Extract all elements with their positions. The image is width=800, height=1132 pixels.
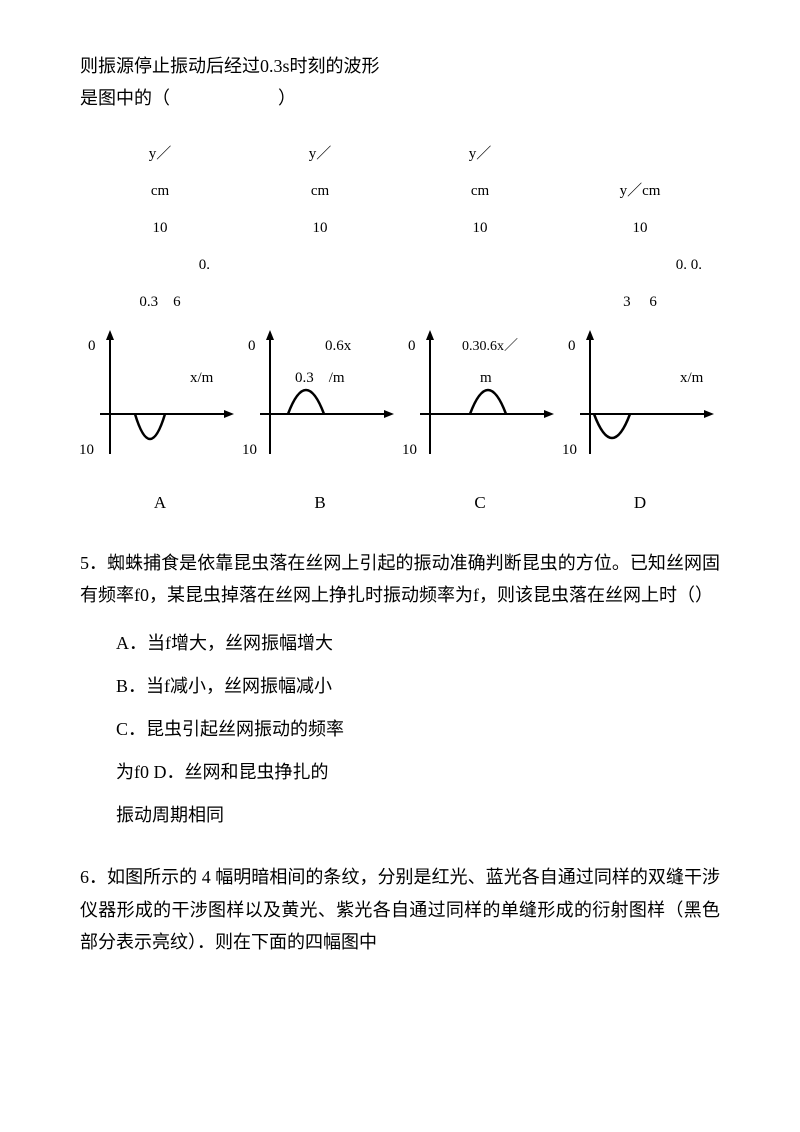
q4-label-row1: y／ y／ y／ [80, 139, 720, 170]
xaxis-label2: 0.3 /m [295, 370, 345, 386]
q4-label-row4: 0. 0. 0. [80, 250, 720, 281]
q5-option-c: C．昆虫引起丝网振动的频率 [116, 708, 720, 751]
origin-label: 0 [408, 338, 416, 354]
graph-letter: C [400, 488, 560, 519]
left-tick: -10 [80, 442, 94, 458]
q5-stem: 5．蜘蛛捕食是依靠昆虫落在丝网上引起的振动准确判断昆虫的方位。已知丝网固有频率f… [80, 547, 720, 612]
q6: 6．如图所示的 4 幅明暗相间的条纹，分别是红光、蓝光各自通过同样的双缝干涉仪器… [80, 861, 720, 958]
left-tick: 10 [402, 442, 417, 458]
lbl: 3 6 [560, 287, 720, 318]
graph-d-svg: 0 x/m 10 [560, 324, 720, 474]
graph-c-svg: 0 0.30.6x／ m 10 [400, 324, 560, 474]
q4-graph-d: 0 x/m 10 D [560, 324, 720, 519]
q4-graph-row: 0 x/m -10 A 0 0.6x 0.3 /m 10 [80, 324, 720, 519]
lbl: cm [80, 176, 240, 207]
x-axis-arrow-icon [544, 410, 554, 418]
lbl [400, 250, 560, 281]
x-axis-arrow-icon [704, 410, 714, 418]
y-axis-arrow-icon [266, 330, 274, 340]
lbl: 10 [240, 213, 400, 244]
wave-curve [470, 390, 506, 414]
graph-letter: B [240, 488, 400, 519]
q5-stem-text: 5．蜘蛛捕食是依靠昆虫落在丝网上引起的振动准确判断昆虫的方位。已知丝网固有频率f… [80, 553, 720, 605]
left-tick: 10 [242, 442, 257, 458]
lbl: 10 [560, 213, 720, 244]
origin-label: 0 [248, 338, 256, 354]
q4-stem-line2: 是图中的（ ） [80, 88, 296, 108]
q5-option-a: A．当f增大，丝网振幅增大 [116, 622, 720, 665]
lbl: 0. 0. [560, 250, 720, 281]
graph-a-svg: 0 x/m -10 [80, 324, 240, 474]
y-axis-arrow-icon [426, 330, 434, 340]
y-axis-arrow-icon [106, 330, 114, 340]
q4-label-row5: 0.3 6 3 6 [80, 287, 720, 318]
q4-stem: 则振源停止振动后经过0.3s时刻的波形 是图中的（ ） [80, 50, 720, 115]
x-axis-arrow-icon [224, 410, 234, 418]
origin-label: 0 [88, 338, 96, 354]
xaxis-label2: m [480, 370, 492, 386]
xaxis-label: x/m [190, 370, 214, 386]
q4-label-row2: cm cm cm y／cm [80, 176, 720, 207]
xaxis-label: 0.6x [325, 338, 352, 354]
graph-letter: A [80, 488, 240, 519]
lbl [400, 287, 560, 318]
wave-curve [288, 390, 324, 414]
xaxis-label: 0.30.6x／ [462, 338, 518, 354]
lbl: 10 [80, 213, 240, 244]
lbl [560, 139, 720, 170]
q5: 5．蜘蛛捕食是依靠昆虫落在丝网上引起的振动准确判断昆虫的方位。已知丝网固有频率f… [80, 547, 720, 838]
q4-stem-line1: 则振源停止振动后经过0.3s时刻的波形 [80, 56, 380, 76]
left-tick: 10 [562, 442, 577, 458]
lbl: y／ [80, 139, 240, 170]
q6-stem: 6．如图所示的 4 幅明暗相间的条纹，分别是红光、蓝光各自通过同样的双缝干涉仪器… [80, 861, 720, 958]
q5-options: A．当f增大，丝网振幅增大 B．当f减小，丝网振幅减小 C．昆虫引起丝网振动的频… [116, 622, 720, 838]
q4-graph-c: 0 0.30.6x／ m 10 C [400, 324, 560, 519]
x-axis-arrow-icon [384, 410, 394, 418]
lbl [240, 250, 400, 281]
q5-option-c2: 为f0 D．丝网和昆虫挣扎的 [116, 751, 720, 794]
y-axis-arrow-icon [586, 330, 594, 340]
lbl: 0.3 6 [80, 287, 240, 318]
graph-b-svg: 0 0.6x 0.3 /m 10 [240, 324, 400, 474]
lbl [240, 287, 400, 318]
q4-diagrams: y／ y／ y／ cm cm cm y／cm 10 10 10 10 0. 0.… [80, 139, 720, 519]
lbl: y／ [240, 139, 400, 170]
wave-curve [135, 414, 165, 439]
lbl: 0. [80, 250, 240, 281]
graph-letter: D [560, 488, 720, 519]
q4-graph-a: 0 x/m -10 A [80, 324, 240, 519]
q5-option-b: B．当f减小，丝网振幅减小 [116, 665, 720, 708]
lbl: cm [240, 176, 400, 207]
lbl: y／cm [560, 176, 720, 207]
q5-option-c3: 振动周期相同 [116, 794, 720, 837]
origin-label: 0 [568, 338, 576, 354]
lbl: 10 [400, 213, 560, 244]
q4-label-row3: 10 10 10 10 [80, 213, 720, 244]
lbl: y／ [400, 139, 560, 170]
wave-curve [594, 414, 630, 438]
q4-graph-b: 0 0.6x 0.3 /m 10 B [240, 324, 400, 519]
lbl: cm [400, 176, 560, 207]
xaxis-label: x/m [680, 370, 704, 386]
